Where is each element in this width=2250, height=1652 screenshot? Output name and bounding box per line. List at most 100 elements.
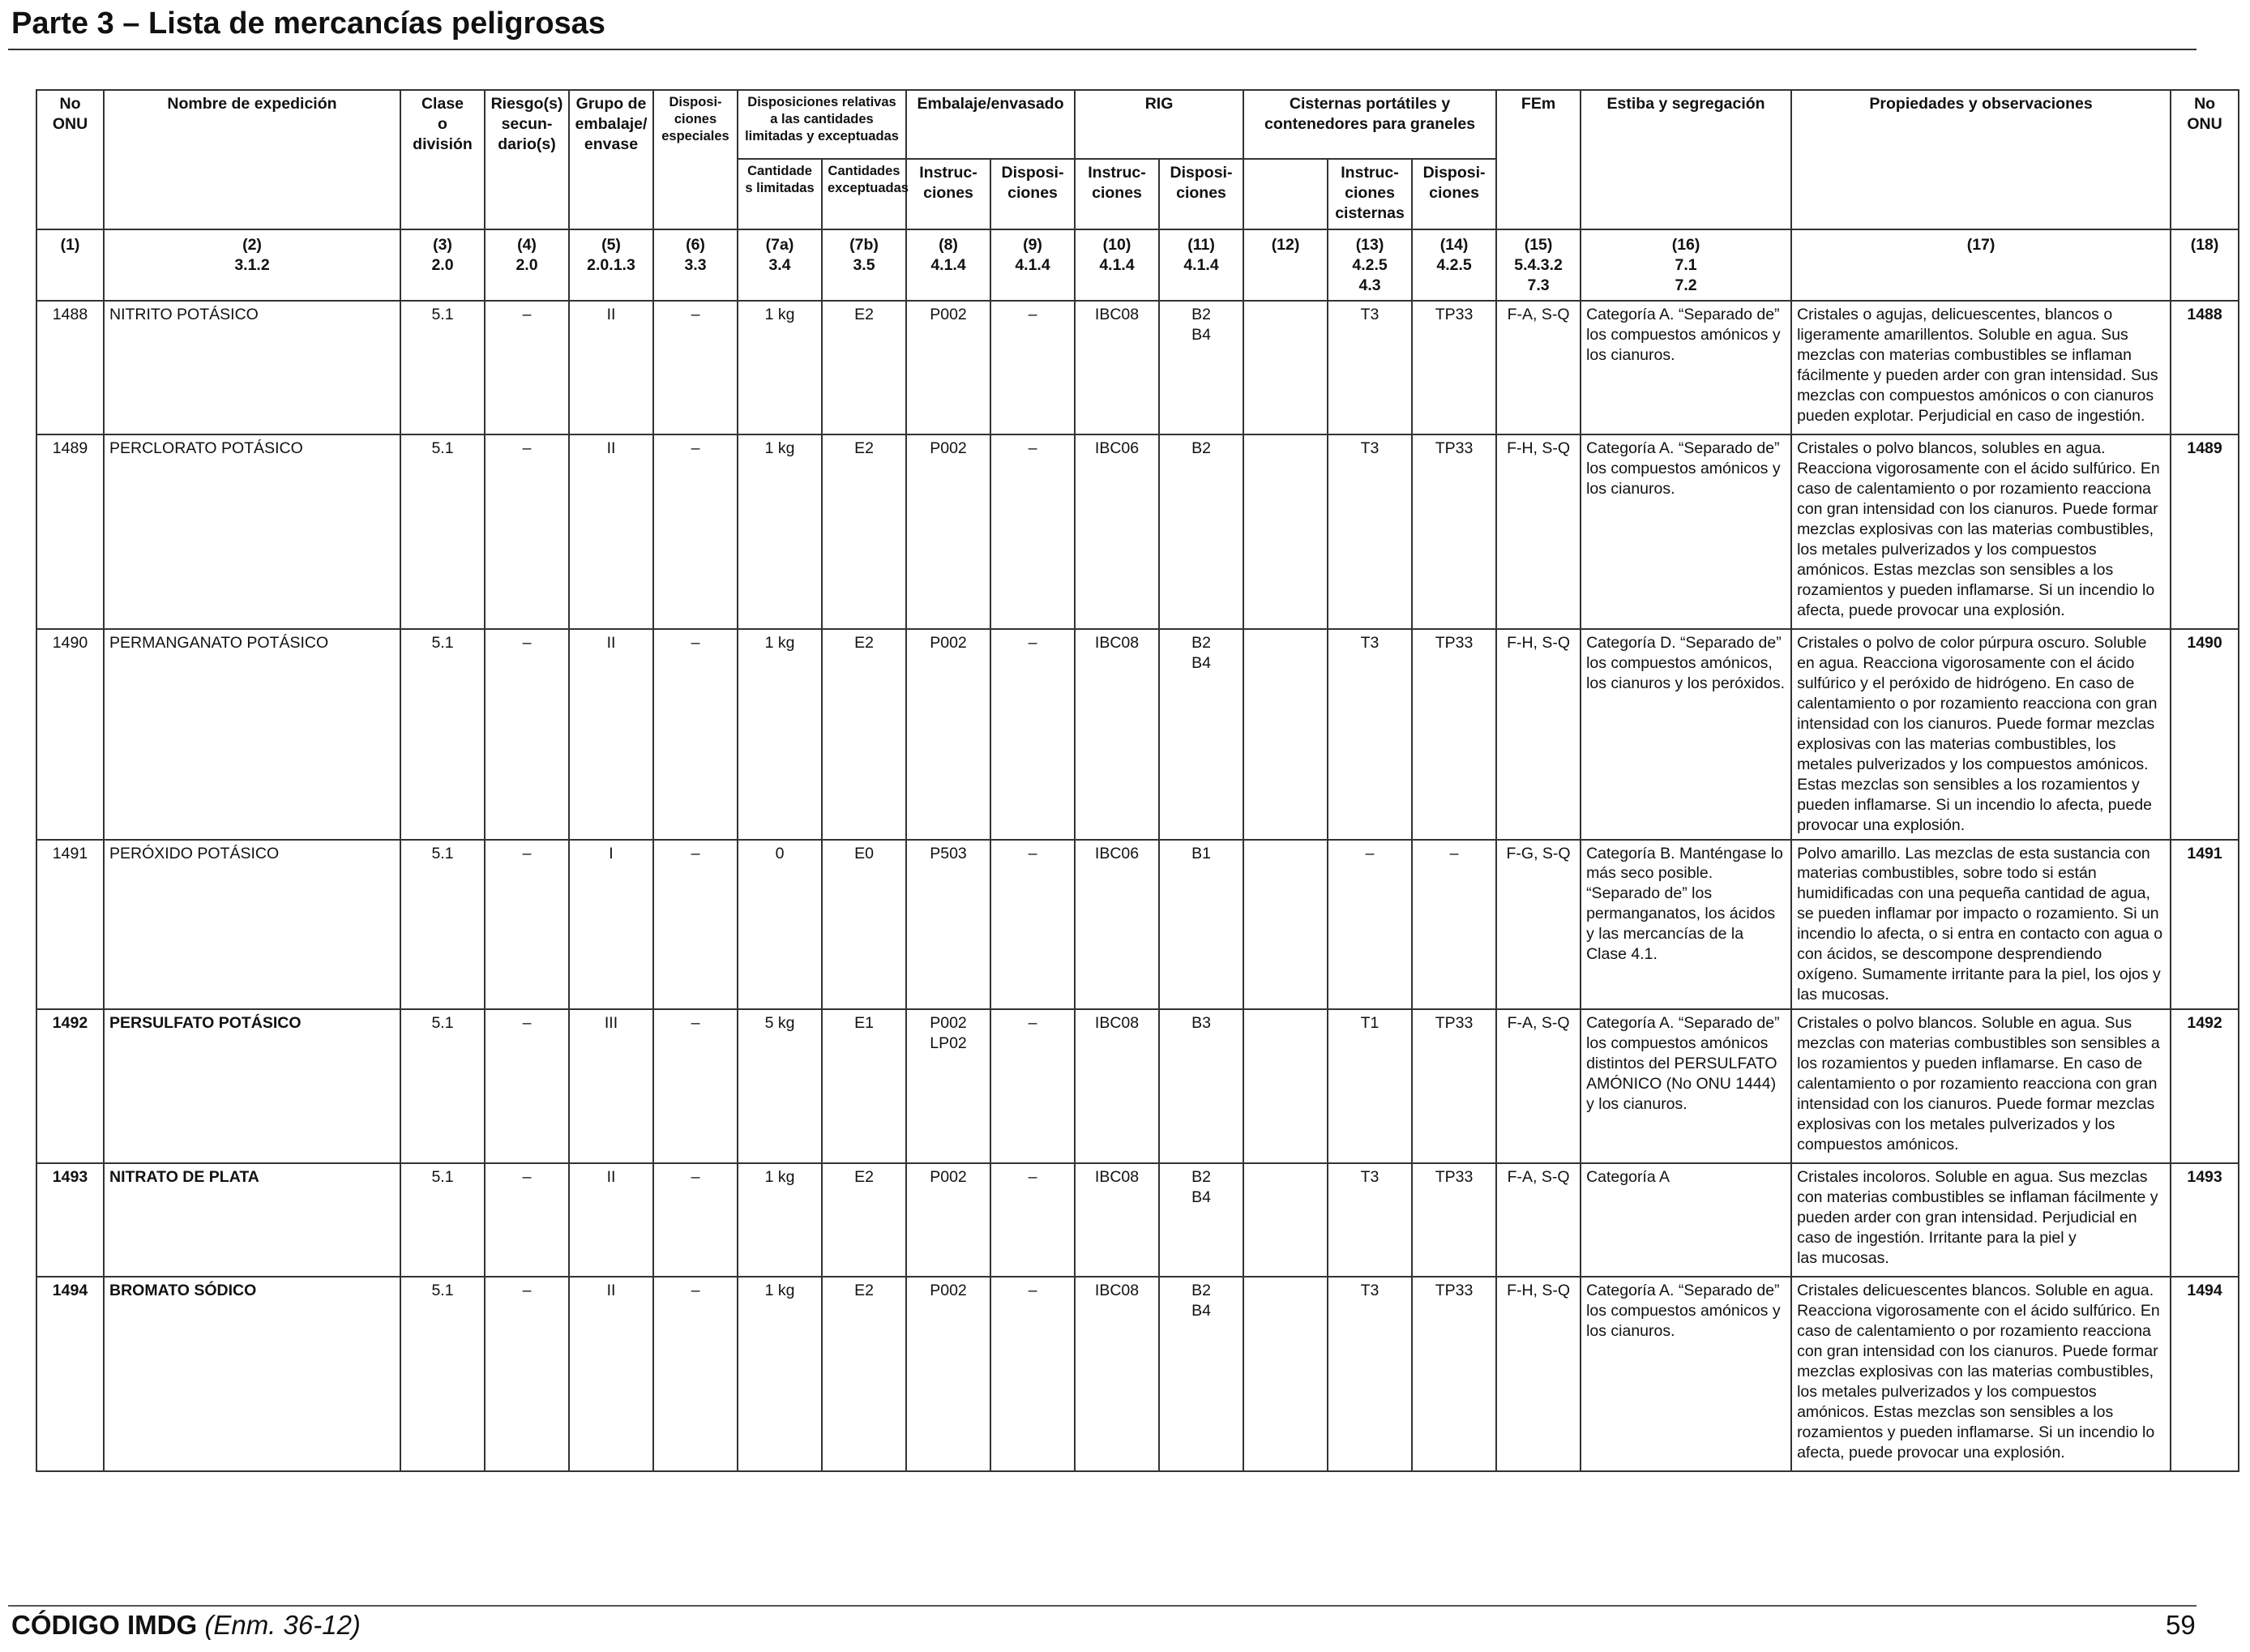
packing-group-cell: III — [568, 1008, 654, 1165]
class-cell: 5.1 — [400, 1276, 486, 1473]
col-12-cell — [1243, 1162, 1329, 1278]
tank-provision-cell: TP33 — [1411, 1008, 1498, 1165]
header-packing-group: Grupo de embalaje/ envase — [568, 89, 654, 230]
col-12-cell — [1243, 434, 1329, 630]
column-number: (2) 3.1.2 — [103, 229, 401, 302]
class-cell: 5.1 — [400, 628, 486, 841]
shipping-name-cell: NITRATO DE PLATA — [103, 1162, 401, 1278]
shipping-name-cell: PERSULFATO POTÁSICO — [103, 1008, 401, 1165]
packing-instruction-cell: P002 LP02 — [905, 1008, 991, 1165]
un-right-cell: 1494 — [2170, 1276, 2240, 1473]
header-ibc: RIG — [1074, 89, 1245, 160]
packing-group-cell: II — [568, 434, 654, 630]
subsidiary-risk-cell: – — [484, 434, 570, 630]
ibc-instruction-cell: IBC06 — [1074, 838, 1161, 1011]
ibc-instruction-cell: IBC08 — [1074, 300, 1161, 435]
header-packaging: Embalaje/envasado — [905, 89, 1076, 160]
excepted-quantity-cell: E0 — [821, 838, 907, 1011]
packing-provision-cell: – — [989, 434, 1076, 630]
special-provisions-cell: – — [652, 1008, 738, 1165]
ibc-instruction-cell: IBC08 — [1074, 628, 1161, 841]
footer-edition: (Enm. 36-12) — [204, 1610, 361, 1640]
packing-instruction-cell: P002 — [905, 1162, 991, 1278]
un-right-cell: 1488 — [2170, 300, 2240, 435]
shipping-name-cell: PERÓXIDO POTÁSICO — [103, 838, 401, 1011]
table-row: 1493 NITRATO DE PLATA 5.1– II –1 kg E2 P002– IB… — [36, 1162, 2240, 1278]
table-row: 1490 PERMANGANATO POTÁSICO 5.1– II –1 kg E2 P0… — [36, 628, 2240, 841]
column-number: (16) 7.1 7.2 — [1580, 229, 1793, 302]
tank-instruction-cell: T3 — [1327, 1162, 1414, 1278]
properties-cell: Polvo amarillo. Las mezclas de esta sust… — [1790, 838, 2172, 1011]
column-number: (6) 3.3 — [652, 229, 738, 302]
column-number: (7b) 3.5 — [821, 229, 907, 302]
un-right-cell: 1492 — [2170, 1008, 2240, 1165]
class-cell: 5.1 — [400, 1008, 486, 1165]
tank-instruction-cell: – — [1327, 838, 1414, 1011]
column-number: (17) — [1790, 229, 2172, 302]
header-ibc-instructions: Instruc- ciones — [1074, 158, 1161, 230]
column-number: (4) 2.0 — [484, 229, 570, 302]
un-right-cell: 1491 — [2170, 838, 2240, 1011]
packing-instruction-cell: P503 — [905, 838, 991, 1011]
ems-cell: F-A, S-Q — [1495, 1162, 1582, 1278]
column-number: (10) 4.1.4 — [1074, 229, 1161, 302]
packing-group-cell: II — [568, 1276, 654, 1473]
column-number: (5) 2.0.1.3 — [568, 229, 654, 302]
header-subsidiary-risk: Riesgo(s) secun- dario(s) — [484, 89, 570, 230]
limited-quantity-cell: 5 kg — [737, 1008, 823, 1165]
header-portable-tanks: Cisternas portátiles y contenedores para… — [1243, 89, 1498, 160]
un-cell: 1492 — [36, 1008, 105, 1165]
table-row: 1488 NITRITO POTÁSICO 5.1– II –1 kg E2 P002– IB… — [36, 300, 2240, 435]
tank-provision-cell: TP33 — [1411, 434, 1498, 630]
footer-code-title: CÓDIGO IMDG — [11, 1610, 198, 1640]
limited-quantity-cell: 1 kg — [737, 1276, 823, 1473]
shipping-name-cell: BROMATO SÓDICO — [103, 1276, 401, 1473]
column-number: (14) 4.2.5 — [1411, 229, 1498, 302]
tank-instruction-cell: T3 — [1327, 628, 1414, 841]
packing-provision-cell: – — [989, 1008, 1076, 1165]
subsidiary-risk-cell: – — [484, 628, 570, 841]
column-number: (3) 2.0 — [400, 229, 486, 302]
un-cell: 1491 — [36, 838, 105, 1011]
un-cell: 1490 — [36, 628, 105, 841]
ems-cell: F-A, S-Q — [1495, 300, 1582, 435]
subsidiary-risk-cell: – — [484, 838, 570, 1011]
properties-cell: Cristales delicuescentes blancos. Solubl… — [1790, 1276, 2172, 1473]
properties-cell: Cristales o polvo blancos. Soluble en ag… — [1790, 1008, 2172, 1165]
col-12-cell — [1243, 628, 1329, 841]
packing-group-cell: I — [568, 838, 654, 1011]
ems-cell: F-H, S-Q — [1495, 434, 1582, 630]
col-12-cell — [1243, 1008, 1329, 1165]
tank-provision-cell: – — [1411, 838, 1498, 1011]
excepted-quantity-cell: E2 — [821, 1276, 907, 1473]
header-tank-provisions: Disposi- ciones — [1411, 158, 1498, 230]
header-shipping-name: Nombre de expedición — [103, 89, 401, 230]
header-limited-excepted: Disposiciones relativas a las cantidades… — [737, 89, 907, 160]
header-stowage: Estiba y segregación — [1580, 89, 1793, 230]
footer-divider — [8, 1605, 2197, 1607]
ems-cell: F-H, S-Q — [1495, 628, 1582, 841]
table-row: 1491 PERÓXIDO POTÁSICO 5.1– I –0 E0 P503– IBC06… — [36, 838, 2240, 1011]
tank-instruction-cell: T3 — [1327, 300, 1414, 435]
table-row: 1492 PERSULFATO POTÁSICO 5.1– III –5 kg E1 P00… — [36, 1008, 2240, 1165]
ibc-provision-cell: B1 — [1158, 838, 1245, 1011]
packing-instruction-cell: P002 — [905, 434, 991, 630]
table-row: 1494 BROMATO SÓDICO 5.1– II –1 kg E2 P002– IBC0… — [36, 1276, 2240, 1473]
class-cell: 5.1 — [400, 434, 486, 630]
header-packing-provisions: Disposi- ciones — [989, 158, 1076, 230]
properties-cell: Cristales incoloros. Soluble en agua. Su… — [1790, 1162, 2172, 1278]
subsidiary-risk-cell: – — [484, 1162, 570, 1278]
header-tank-instructions: Instruc- ciones cisternas — [1327, 158, 1414, 230]
header-properties: Propiedades y observaciones — [1790, 89, 2172, 230]
limited-quantity-cell: 1 kg — [737, 434, 823, 630]
un-right-cell: 1493 — [2170, 1162, 2240, 1278]
packing-group-cell: II — [568, 628, 654, 841]
special-provisions-cell: – — [652, 434, 738, 630]
column-number: (18) — [2170, 229, 2240, 302]
packing-provision-cell: – — [989, 1276, 1076, 1473]
shipping-name-cell: NITRITO POTÁSICO — [103, 300, 401, 435]
excepted-quantity-cell: E2 — [821, 300, 907, 435]
un-cell: 1493 — [36, 1162, 105, 1278]
footer-code: CÓDIGO IMDG (Enm. 36-12) — [11, 1610, 361, 1641]
class-cell: 5.1 — [400, 300, 486, 435]
